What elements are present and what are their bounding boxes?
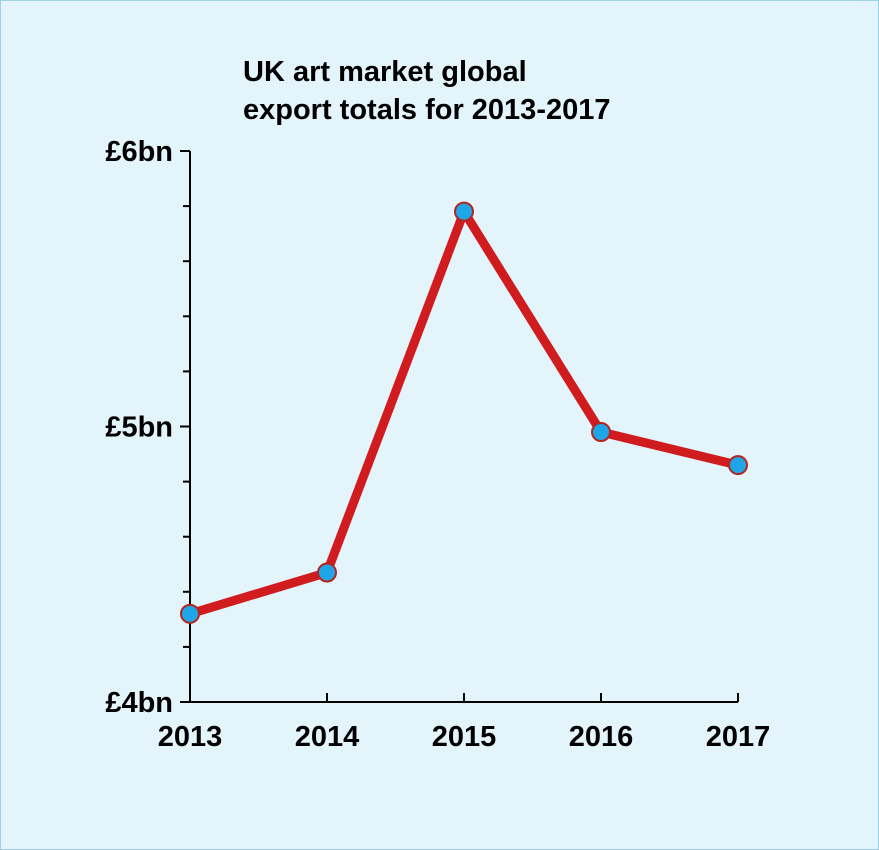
x-tick-label: 2017 [706, 721, 771, 753]
chart-title-line-1: UK art market global [243, 56, 527, 88]
x-tick-label: 2013 [158, 721, 223, 753]
x-axis-tick-labels: 2013 2014 2015 2016 2017 [158, 721, 771, 753]
y-tick-label: £6bn [105, 136, 173, 168]
x-tick-label: 2015 [432, 721, 497, 753]
data-point [591, 422, 611, 443]
series [185, 207, 743, 619]
data-points [180, 201, 748, 624]
chart-title: UK art market global export totals for 2… [243, 56, 610, 126]
y-axis-tick-labels: £6bn £5bn £4bn [105, 136, 173, 719]
data-point [317, 562, 337, 583]
y-tick-label: £4bn [105, 687, 173, 719]
data-point [454, 201, 474, 222]
y-tick-label: £5bn [105, 412, 173, 444]
x-tick-label: 2016 [569, 721, 634, 753]
chart-title-line-2: export totals for 2013-2017 [243, 94, 610, 126]
series-line [185, 207, 743, 619]
data-point [728, 455, 748, 476]
data-point [180, 603, 200, 624]
x-tick-label: 2014 [295, 721, 360, 753]
